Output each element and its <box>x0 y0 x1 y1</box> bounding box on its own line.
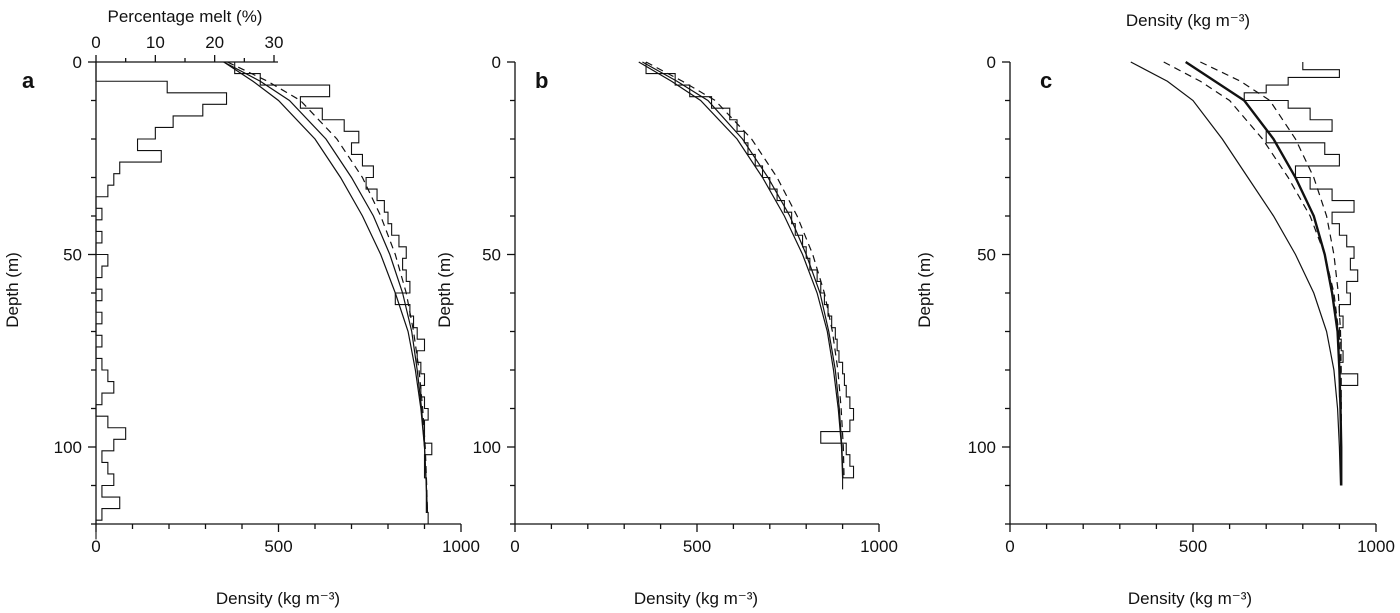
panel-c-y-tick-label: 50 <box>977 246 996 265</box>
panel-a-xlabel: Density (kg m⁻³) <box>216 589 340 608</box>
panel-b-x-tick-label: 500 <box>683 537 711 556</box>
panel-c-series-4-fit-dashed-2 <box>1200 61 1342 486</box>
panel-c-series-3-fit-dashed <box>1163 61 1342 486</box>
panel-b-series-0-step-measured <box>645 62 855 490</box>
panel-a-x-tick-label: 500 <box>264 537 292 556</box>
panel-a-series-1-fit-solid <box>223 61 429 513</box>
panel-a-series-3-fit-dashed <box>227 61 429 513</box>
panel-a-x-tick-label: 0 <box>91 537 100 556</box>
panel-c-x-tick-label: 0 <box>1005 537 1014 556</box>
panel-c-series-1-fit-solid <box>1130 61 1342 486</box>
panel-a-melt-tick-label: 0 <box>91 33 100 52</box>
panel-b-series-1-fit-solid <box>638 61 844 478</box>
panel-a-melt-tick-label: 30 <box>265 33 284 52</box>
panel-c-title: Density (kg m⁻³) <box>1126 11 1250 30</box>
panel-b-x-tick-label: 1000 <box>860 537 898 556</box>
panel-b-y-tick-label: 50 <box>482 246 501 265</box>
panel-b-series-2-fit-solid-2 <box>642 61 844 478</box>
panel-a-y-tick-label: 0 <box>73 53 82 72</box>
panel-b-ylabel: Depth (m) <box>435 252 454 328</box>
panel-b-x-tick-label: 0 <box>510 537 519 556</box>
panel-c-x-tick-label: 1000 <box>1357 537 1395 556</box>
panel-b-series-3-fit-dashed <box>645 61 845 478</box>
panel-c-series-2-fit-bold <box>1185 60 1343 486</box>
panel-c-xlabel: Density (kg m⁻³) <box>1128 589 1252 608</box>
panel-a-series-4-step-melt <box>95 62 228 540</box>
panel-b-y-tick-label: 0 <box>492 53 501 72</box>
panel-b-letter: b <box>535 68 548 93</box>
panel-a-y-tick-label: 50 <box>63 246 82 265</box>
panel-c-y-tick-label: 0 <box>987 53 996 72</box>
panel-c-ylabel: Depth (m) <box>915 252 934 328</box>
panel-a-ylabel: Depth (m) <box>3 252 22 328</box>
panel-c-x-tick-label: 500 <box>1179 537 1207 556</box>
panel-a-x-tick-label: 1000 <box>442 537 480 556</box>
panel-a-series-2-fit-solid-2 <box>223 61 429 513</box>
panel-a-letter: a <box>22 68 35 93</box>
panel-b-xlabel: Density (kg m⁻³) <box>634 589 758 608</box>
panel-c-y-tick-label: 100 <box>968 438 996 457</box>
panel-a-melt-tick-label: 20 <box>205 33 224 52</box>
panel-a-secondary-xlabel: Percentage melt (%) <box>108 7 263 26</box>
panel-b-y-tick-label: 100 <box>473 438 501 457</box>
panel-c-letter: c <box>1040 68 1052 93</box>
panel-a-series-0-step-measured <box>234 62 433 524</box>
panel-a-y-tick-label: 100 <box>54 438 82 457</box>
panel-c-series-0-step-measured <box>1243 62 1359 405</box>
panel-a-melt-tick-label: 10 <box>146 33 165 52</box>
